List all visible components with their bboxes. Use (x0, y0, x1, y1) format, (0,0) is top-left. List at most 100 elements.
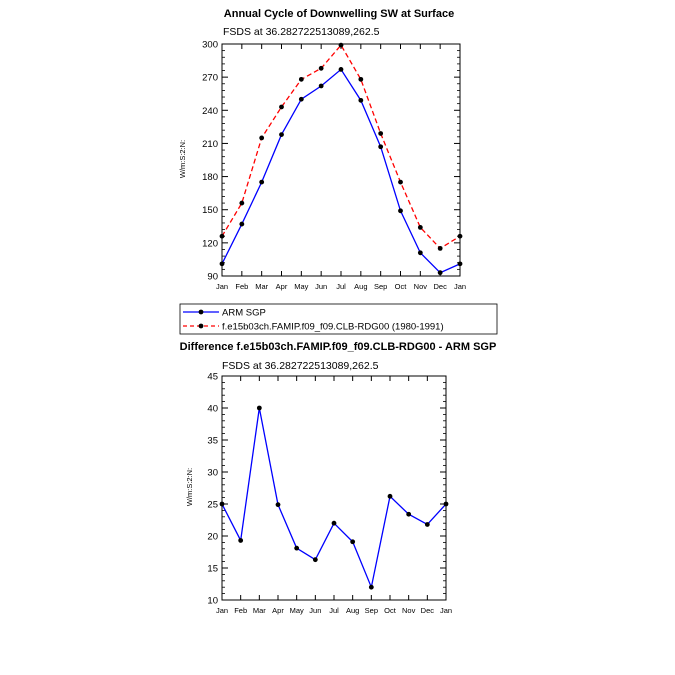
chart2-series-0-point (219, 501, 225, 507)
chart2-series-0-point (312, 557, 318, 563)
chart2-xtick-label: Dec (421, 606, 435, 615)
chart1-xtick-label: Dec (433, 282, 447, 291)
chart2-series-0-point (424, 522, 430, 527)
chart2-series-0-point (350, 539, 356, 545)
chart1-series-1-point (318, 65, 324, 71)
chart1-ytick-label: 300 (202, 40, 218, 51)
chart1-series-0-point (437, 270, 443, 276)
chart1-xtick-label: Apr (276, 282, 288, 291)
chart2-ytick-label: 40 (207, 404, 218, 415)
chart1-xtick-label: May (294, 282, 308, 291)
chart1-series-0-point (358, 97, 364, 103)
chart1-xtick-label: Jan (216, 282, 228, 291)
legend-label-model: f.e15b03ch.FAMIP.f09_f09.CLB-RDG00 (1980… (222, 322, 444, 333)
chart1-title: Annual Cycle of Downwelling SW at Surfac… (224, 8, 454, 20)
chart2-series-0-point (294, 545, 300, 551)
chart1-ytick-label: 90 (207, 272, 218, 283)
chart1-xtick-label: Feb (235, 282, 248, 291)
chart1-series-0-point (318, 83, 324, 89)
chart2-series-0-point (238, 538, 244, 543)
chart2-series-0-line (221, 407, 447, 590)
chart2-series-0-point (443, 501, 449, 507)
chart2-xtick-label: Sep (365, 606, 378, 615)
chart1-ytick-label: 240 (202, 106, 218, 117)
chart2-ytick-label: 30 (207, 468, 218, 479)
chart1-series-0-point (398, 208, 403, 214)
chart2-xtick-label: Mar (253, 606, 266, 615)
chart2-frame (221, 375, 447, 601)
chart1-series-0-point (259, 179, 265, 185)
chart1-series-0-line (221, 68, 461, 274)
chart1-ytick-label: 210 (202, 139, 218, 150)
chart2-series-0-point (368, 584, 374, 590)
chart1-series-0-point (417, 250, 423, 256)
chart1-xtick-label: Aug (354, 282, 367, 291)
chart1-xtick-label: Sep (374, 282, 387, 291)
chart2-series-0-point (331, 520, 337, 526)
chart2-ylabel: W/m:S:2:N: (185, 468, 194, 506)
chart1-series-0-point (338, 67, 344, 72)
chart1-xtick-label: Oct (395, 282, 408, 291)
chart1-series-0-point (298, 96, 304, 102)
chart2-xtick-label: Feb (234, 606, 247, 615)
chart1-subtitle: FSDS at 36.282722513089,262.5 (223, 26, 380, 38)
chart2-ytick-label: 35 (207, 436, 218, 447)
chart1-series-1-point (219, 233, 225, 239)
chart2-xtick-label: Apr (272, 606, 284, 615)
chart1-xtick-label: Jan (454, 282, 466, 291)
chart2-series-0-point (406, 511, 412, 517)
chart1-series-1-point (437, 245, 443, 251)
chart1-series-1-point (417, 224, 423, 230)
chart1-series-1-line (221, 43, 461, 250)
chart1-ytick-label: 150 (202, 205, 218, 216)
chart2-xtick-label: Jun (309, 606, 321, 615)
chart1-xtick-label: Nov (414, 282, 428, 291)
chart2-xtick-label: Aug (346, 606, 359, 615)
chart1-series-0-point (239, 221, 245, 227)
chart1-xtick-label: Mar (255, 282, 268, 291)
chart2-xtick-label: Jan (440, 606, 452, 615)
chart2-subtitle: FSDS at 36.282722513089,262.5 (222, 360, 379, 372)
chart1-series-1-point (358, 76, 364, 82)
chart1-plot-area: 90 120 150 180 210 240 270 300 Jan Feb Mar Apr May Ju… (202, 40, 466, 292)
chart1-xtick-label: Jun (315, 282, 327, 291)
chart2-xtick-label: Jul (329, 606, 339, 615)
chart1-series-0-point (279, 132, 284, 137)
chart1-series-1-point (298, 76, 304, 82)
chart1-series-1-point (378, 131, 384, 136)
chart1-ytick-label: 120 (202, 238, 218, 249)
legend-marker-arm (198, 309, 204, 315)
chart2-xtick-label: May (290, 606, 304, 615)
chart2-plot-area: 10 15 20 25 30 35 40 45 Jan Feb Mar Apr May Jun Jul Aug… (207, 372, 452, 616)
chart1-series-1-point (457, 233, 463, 239)
chart2-xtick-label: Jan (216, 606, 228, 615)
chart2-series-0-point (256, 405, 262, 411)
chart2-xtick-label: Oct (384, 606, 397, 615)
chart2-ytick-label: 15 (207, 564, 218, 575)
chart2-xtick-label: Nov (402, 606, 416, 615)
chart1-series-0-point (457, 261, 463, 267)
chart1-series-0-point (219, 261, 225, 267)
chart2-title: Difference f.e15b03ch.FAMIP.f09_f09.CLB-… (180, 341, 497, 353)
chart2-ytick-label: 10 (207, 596, 218, 607)
chart1-series-1-point (239, 200, 245, 206)
chart2-ytick-label: 25 (207, 500, 218, 511)
chart2-series-0-point (387, 493, 393, 499)
legend-box (179, 303, 498, 335)
chart2-series-0-point (275, 502, 281, 508)
chart1-series-1-point (279, 104, 284, 110)
chart1-series-1-point (398, 179, 403, 185)
chart1-xtick-label: Jul (336, 282, 346, 291)
chart2-ytick-label: 45 (207, 372, 218, 383)
chart1-series-1-point (338, 42, 344, 48)
legend-marker-model (198, 323, 204, 329)
chart1-ytick-label: 270 (202, 73, 218, 84)
chart1-series-0-point (378, 144, 384, 150)
chart1-ytick-label: 180 (202, 172, 218, 183)
chart1-ylabel: W/m:S:2:N: (178, 140, 187, 178)
legend-label-arm: ARM SGP (222, 308, 266, 319)
chart1-frame (221, 43, 461, 277)
chart2-ytick-label: 20 (207, 532, 218, 543)
chart1-series-1-point (259, 135, 265, 141)
